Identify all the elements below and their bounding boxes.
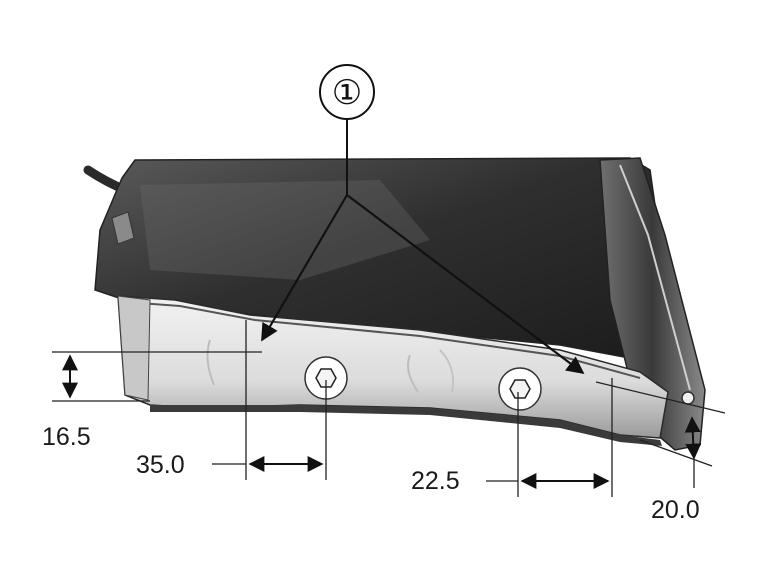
dim-right-ext-bottom <box>639 439 713 467</box>
part-front-endcap <box>117 295 151 401</box>
hex-nut-right <box>498 367 542 411</box>
part-right-bracket-edge <box>619 164 691 391</box>
callout-leader-right <box>346 194 585 375</box>
callout-leader-left <box>261 194 348 342</box>
part-tab-left <box>111 211 135 245</box>
dim-label-height-right: 20.0 <box>651 496 700 524</box>
dim-label-offset-left: 35.0 <box>136 451 185 479</box>
part-front-bottom-edge <box>150 405 662 446</box>
dim-right-ext-top <box>595 381 726 414</box>
dim-right-arrow <box>684 416 702 460</box>
callout-label: ① <box>332 73 362 113</box>
surface-mark-3 <box>439 349 455 393</box>
part-top-highlight <box>140 180 430 280</box>
bracket-hole <box>681 391 695 405</box>
hex-nut-left <box>304 356 348 400</box>
surface-mark-2 <box>407 354 419 393</box>
dim-label-offset-right: 22.5 <box>411 467 460 495</box>
surface-mark-1 <box>206 339 215 386</box>
dim-label-height-left: 16.5 <box>42 423 91 451</box>
part-top-surface <box>94 157 661 361</box>
